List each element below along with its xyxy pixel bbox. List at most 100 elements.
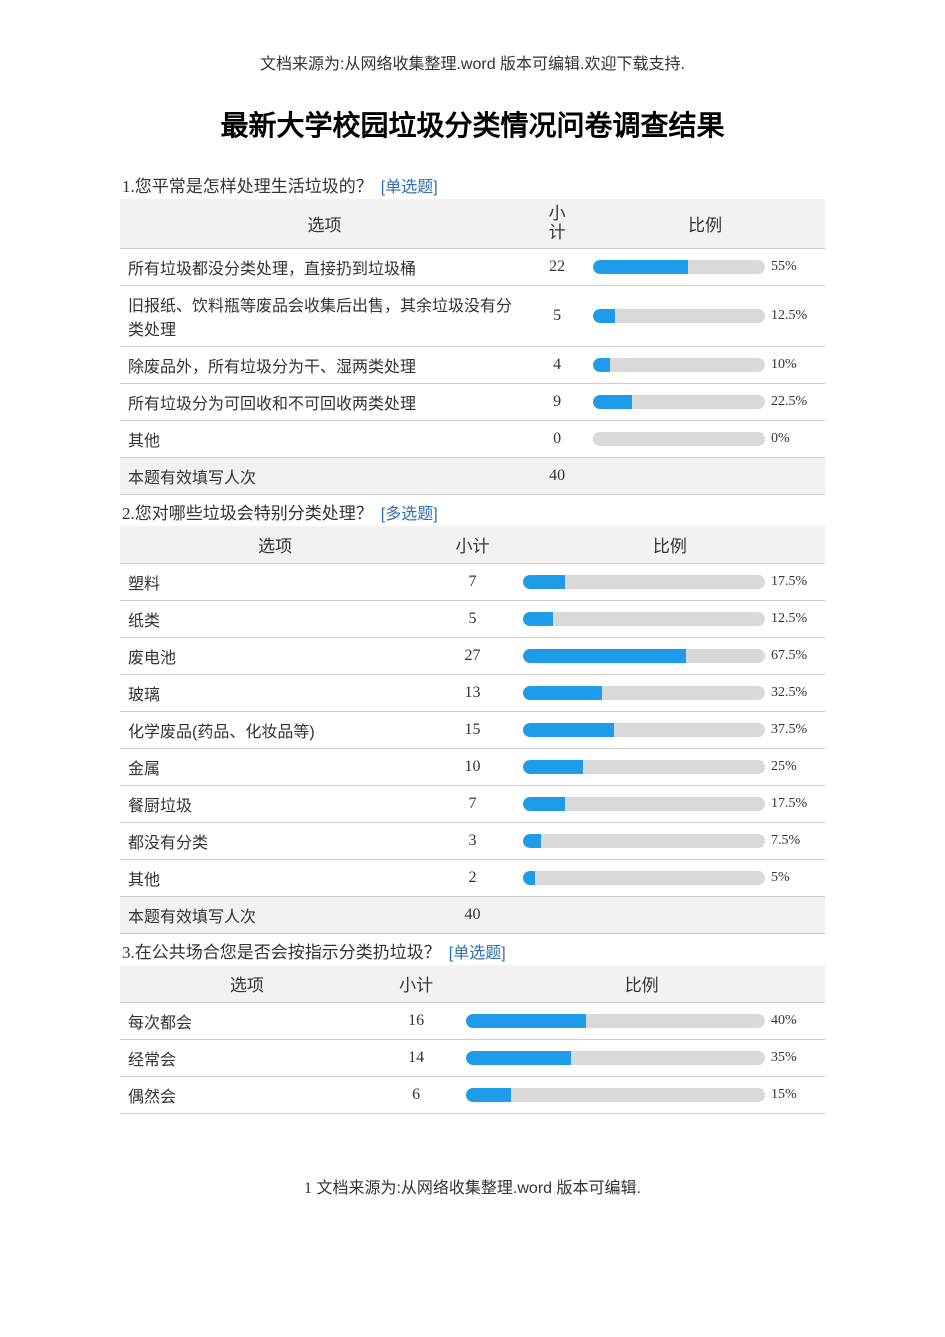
- bar-fill: [523, 760, 584, 774]
- option-cell: 废电池: [120, 638, 430, 675]
- ratio-cell: 12.5%: [585, 286, 825, 347]
- question-heading: 1.您平常是怎样处理生活垃圾的？ [单选题]: [120, 172, 825, 197]
- bar-chart-row: 0%: [593, 431, 817, 447]
- percentage-label: 5%: [771, 870, 817, 886]
- source-footer-text: 文档来源为:从网络收集整理.word 版本可编辑.: [312, 1180, 641, 1197]
- ratio-cell: 17.5%: [515, 564, 825, 601]
- bar-chart-row: 55%: [593, 259, 817, 275]
- bar-chart-row: 5%: [523, 870, 817, 886]
- percentage-label: 12.5%: [771, 308, 817, 324]
- count-cell: 14: [374, 1040, 459, 1077]
- option-cell: 偶然会: [120, 1077, 374, 1114]
- column-header-count: 小计: [374, 965, 459, 1003]
- bar-chart-row: 22.5%: [593, 394, 817, 410]
- bar-chart-row: 12.5%: [593, 308, 817, 324]
- percentage-label: 15%: [771, 1087, 817, 1103]
- count-cell: 15: [430, 712, 515, 749]
- count-cell: 10: [430, 749, 515, 786]
- option-cell: 化学废品(药品、化妆品等): [120, 712, 430, 749]
- percentage-label: 17.5%: [771, 796, 817, 812]
- column-header-ratio: 比例: [515, 526, 825, 564]
- bar-track: [593, 432, 765, 446]
- source-header: 文档来源为:从网络收集整理.word 版本可编辑.欢迎下载支持.: [120, 50, 825, 74]
- bar-track: [466, 1014, 765, 1028]
- option-cell: 都没有分类: [120, 823, 430, 860]
- bar-track: [523, 760, 765, 774]
- bar-track: [523, 686, 765, 700]
- bar-track: [593, 260, 765, 274]
- ratio-cell: 7.5%: [515, 823, 825, 860]
- bar-chart-row: 25%: [523, 759, 817, 775]
- ratio-cell: 15%: [458, 1077, 825, 1114]
- summary-count: 40: [430, 897, 515, 934]
- question-number: 1.: [122, 177, 135, 196]
- percentage-label: 12.5%: [771, 611, 817, 627]
- bar-fill: [466, 1088, 511, 1102]
- bar-chart-row: 17.5%: [523, 574, 817, 590]
- ratio-cell: 40%: [458, 1003, 825, 1040]
- column-header-option: 选项: [120, 199, 529, 249]
- table-row: 除废品外，所有垃圾分为干、湿两类处理4 10%: [120, 347, 825, 384]
- option-cell: 除废品外，所有垃圾分为干、湿两类处理: [120, 347, 529, 384]
- percentage-label: 10%: [771, 357, 817, 373]
- question-type-tag: [单选题]: [449, 945, 506, 962]
- bar-chart-row: 10%: [593, 357, 817, 373]
- table-row: 塑料7 17.5%: [120, 564, 825, 601]
- option-cell: 其他: [120, 860, 430, 897]
- ratio-cell: 37.5%: [515, 712, 825, 749]
- bar-fill: [593, 260, 687, 274]
- count-cell: 0: [529, 421, 585, 458]
- count-cell: 27: [430, 638, 515, 675]
- count-cell: 22: [529, 249, 585, 286]
- question-heading: 3.在公共场合您是否会按指示分类扔垃圾？[单选题]: [120, 938, 825, 963]
- percentage-label: 67.5%: [771, 648, 817, 664]
- survey-table: 选项小计比例每次都会1640%经常会1435%偶然会615%: [120, 965, 825, 1114]
- question-number: 2.: [122, 504, 135, 523]
- option-cell: 餐厨垃圾: [120, 786, 430, 823]
- table-row: 化学废品(药品、化妆品等)1537.5%: [120, 712, 825, 749]
- count-cell: 4: [529, 347, 585, 384]
- summary-empty: [515, 897, 825, 934]
- bar-track: [593, 358, 765, 372]
- summary-label: 本题有效填写人次: [120, 458, 529, 495]
- bar-fill: [593, 395, 632, 409]
- percentage-label: 25%: [771, 759, 817, 775]
- table-row: 玻璃1332.5%: [120, 675, 825, 712]
- bar-fill: [523, 649, 686, 663]
- percentage-label: 7.5%: [771, 833, 817, 849]
- column-header-count: 小计: [430, 526, 515, 564]
- question-type-tag: [单选题]: [381, 179, 438, 196]
- bar-chart-row: 35%: [466, 1050, 817, 1066]
- bar-track: [466, 1051, 765, 1065]
- ratio-cell: 12.5%: [515, 601, 825, 638]
- option-cell: 塑料: [120, 564, 430, 601]
- bar-fill: [523, 575, 565, 589]
- bar-chart-row: 40%: [466, 1013, 817, 1029]
- bar-track: [523, 834, 765, 848]
- option-cell: 所有垃圾都没分类处理，直接扔到垃圾桶: [120, 249, 529, 286]
- table-row: 其他25%: [120, 860, 825, 897]
- table-row: 餐厨垃圾717.5%: [120, 786, 825, 823]
- count-cell: 13: [430, 675, 515, 712]
- summary-empty: [585, 458, 825, 495]
- bar-chart-row: 32.5%: [523, 685, 817, 701]
- page-number: 1: [304, 1180, 312, 1197]
- count-cell: 7: [430, 564, 515, 601]
- question-number: 3.: [122, 943, 135, 962]
- column-header-option: 选项: [120, 965, 374, 1003]
- bar-chart-row: 17.5%: [523, 796, 817, 812]
- option-cell: 金属: [120, 749, 430, 786]
- question-type-tag: [多选题]: [381, 506, 438, 523]
- bar-track: [466, 1088, 765, 1102]
- page-title: 最新大学校园垃圾分类情况问卷调查结果: [120, 104, 825, 144]
- bar-track: [523, 649, 765, 663]
- question-text: 您对哪些垃圾会特别分类处理？: [135, 504, 373, 523]
- column-header-option: 选项: [120, 526, 430, 564]
- option-cell: 纸类: [120, 601, 430, 638]
- option-cell: 每次都会: [120, 1003, 374, 1040]
- percentage-label: 17.5%: [771, 574, 817, 590]
- ratio-cell: 5%: [515, 860, 825, 897]
- question-text: 您平常是怎样处理生活垃圾的？: [135, 177, 373, 196]
- percentage-label: 55%: [771, 259, 817, 275]
- table-row: 都没有分类37.5%: [120, 823, 825, 860]
